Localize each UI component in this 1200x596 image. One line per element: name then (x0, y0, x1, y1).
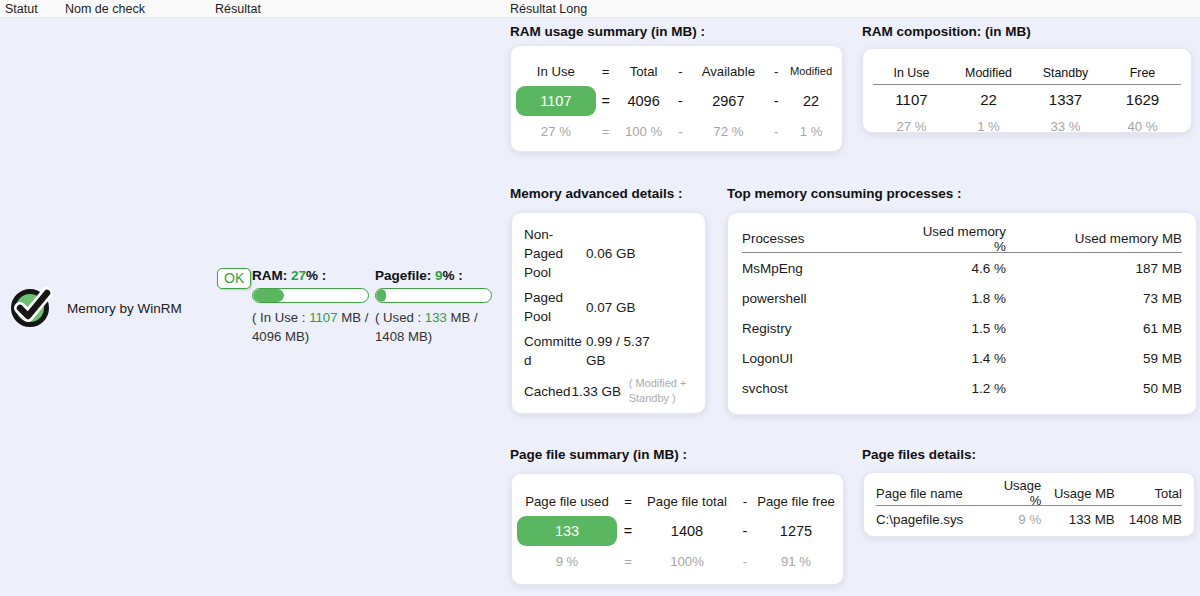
ram-composition-header-row: In Use Modified Standby Free (873, 61, 1181, 85)
column-header-statut: Statut (5, 2, 38, 16)
ram-composition-card: In Use Modified Standby Free 1107 22 133… (862, 48, 1192, 133)
ram-composition-percents-row: 27 % 1 % 33 % 40 % (873, 114, 1181, 138)
advanced-row-nonpaged: Non-Paged Pool 0.06 GB (524, 225, 693, 282)
ram-gauge-label: RAM: 27% : (252, 268, 369, 283)
ram-progress-bar (252, 288, 369, 303)
ram-composition-values-row: 1107 22 1337 1629 (873, 85, 1181, 114)
process-row: MsMpEng 4.6 % 187 MB (742, 253, 1182, 283)
column-header-nom-de-check: Nom de check (65, 2, 145, 16)
column-header-resultat: Résultat (215, 2, 261, 16)
ram-gauge-detail: ( In Use : 1107 MB / 4096 MB) (252, 308, 369, 346)
ram-progress-fill (253, 289, 284, 302)
ram-summary-percents-row: 27 % = 100 % - 72 % - 1 % (516, 118, 837, 144)
processes-header-row: Processes Used memory % Used memory MB (742, 225, 1182, 253)
pagefile-summary-title: Page file summary (in MB) : (510, 447, 687, 462)
pagefile-details-header-row: Page file name Usage % Usage MB Total (876, 481, 1182, 506)
monitoring-check-screen: Statut Nom de check Résultat Résultat Lo… (0, 0, 1200, 596)
pagefile-summary-percents-row: 9 % = 100% - 91 % (517, 548, 838, 574)
column-header-resultat-long: Résultat Long (510, 2, 587, 16)
pagefile-progress-fill (376, 289, 386, 302)
ram-summary-card: In Use = Total - Available - Modified 11… (510, 45, 843, 152)
pagefile-gauge-label: Pagefile: 9% : (375, 268, 492, 283)
ram-composition-title: RAM composition: (in MB) (862, 24, 1031, 39)
process-row: svchost 1.2 % 50 MB (742, 373, 1182, 403)
pagefile-details-row: C:\pagefile.sys 9 % 133 MB 1408 MB (876, 506, 1182, 532)
pagefile-summary-header-row: Page file used = Page file total - Page … (517, 488, 838, 514)
cached-note: ( Modified + Standby ) (627, 376, 693, 406)
pagefile-percent-value: 9 (435, 268, 443, 283)
advanced-row-paged: Paged Pool 0.07 GB (524, 288, 693, 326)
pagefile-gauge-detail: ( Used : 133 MB / 1408 MB) (375, 308, 492, 346)
pagefile-used-mb: 133 (425, 310, 447, 325)
processes-title: Top memory consuming processes : (727, 186, 962, 201)
pagefile-details-title: Page files details: (862, 447, 976, 462)
status-ok-check-icon (9, 283, 56, 330)
status-badge: OK (217, 268, 251, 289)
pagefile-gauge: Pagefile: 9% : ( Used : 133 MB / 1408 MB… (375, 268, 492, 346)
pagefile-details-card: Page file name Usage % Usage MB Total C:… (863, 472, 1195, 537)
processes-card: Processes Used memory % Used memory MB M… (727, 212, 1197, 415)
ram-summary-title: RAM usage summary (in MB) : (510, 24, 705, 39)
pagefile-summary-card: Page file used = Page file total - Page … (511, 473, 844, 585)
ram-summary-values-row: 1107 = 4096 - 2967 - 22 (516, 84, 837, 118)
advanced-row-cached: Cached 1.33 GB ( Modified + Standby ) (524, 376, 693, 406)
advanced-row-committed: Committed 0.99 / 5.37 GB (524, 332, 693, 370)
table-header-bar: Statut Nom de check Résultat Résultat Lo… (0, 0, 1200, 18)
ram-in-use-badge: 1107 (516, 86, 596, 116)
advanced-details-card: Non-Paged Pool 0.06 GB Paged Pool 0.07 G… (511, 212, 706, 414)
ram-used-mb: 1107 (309, 310, 337, 325)
pagefile-used-badge: 133 (517, 516, 617, 546)
check-name: Memory by WinRM (67, 301, 182, 316)
process-row: powershell 1.8 % 73 MB (742, 283, 1182, 313)
pagefile-summary-values-row: 133 = 1408 - 1275 (517, 514, 838, 548)
ram-summary-header-row: In Use = Total - Available - Modified (516, 58, 837, 84)
ram-percent-value: 27 (291, 268, 306, 283)
advanced-details-title: Memory advanced details : (510, 186, 683, 201)
process-row: Registry 1.5 % 61 MB (742, 313, 1182, 343)
pagefile-progress-bar (375, 288, 492, 303)
ram-gauge: RAM: 27% : ( In Use : 1107 MB / 4096 MB) (252, 268, 369, 346)
process-row: LogonUI 1.4 % 59 MB (742, 343, 1182, 373)
